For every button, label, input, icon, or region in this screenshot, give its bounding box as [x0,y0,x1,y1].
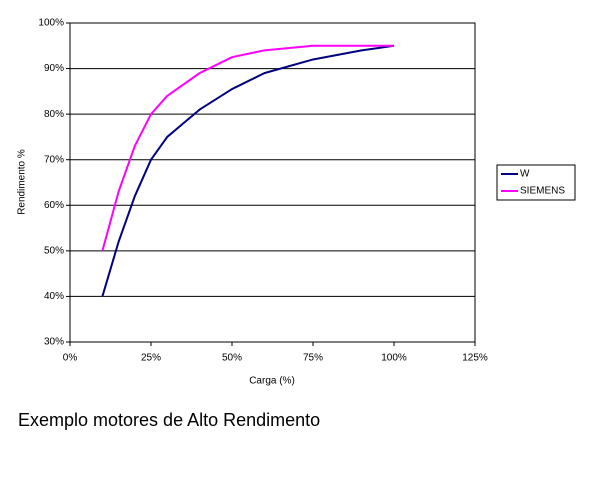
x-axis-label: Carga (%) [249,376,295,387]
y-tick-label: 100% [38,18,64,29]
x-tick-label: 50% [222,353,242,364]
x-tick-label: 25% [141,353,161,364]
x-tick-label: 0% [63,353,78,364]
series-line [101,44,394,252]
y-tick-label: 40% [44,291,64,302]
y-tick-label: 90% [44,63,64,74]
x-tick-label: 75% [303,353,323,364]
plot-area [69,22,476,343]
caption: Exemplo motores de Alto Rendimento [18,410,320,430]
legend-label: W [520,169,530,180]
x-tick-label: 125% [462,353,488,364]
y-tick-label: 50% [44,245,64,256]
y-tick-label: 80% [44,109,64,120]
y-axis-label: Rendimento % [17,149,28,215]
series-line [101,44,395,297]
y-tick-label: 60% [44,200,64,211]
y-tick-label: 70% [44,154,64,165]
legend-box [496,164,576,201]
y-tick-label: 30% [44,337,64,348]
legend-label: SIEMENS [520,186,565,197]
x-tick-label: 100% [381,353,407,364]
